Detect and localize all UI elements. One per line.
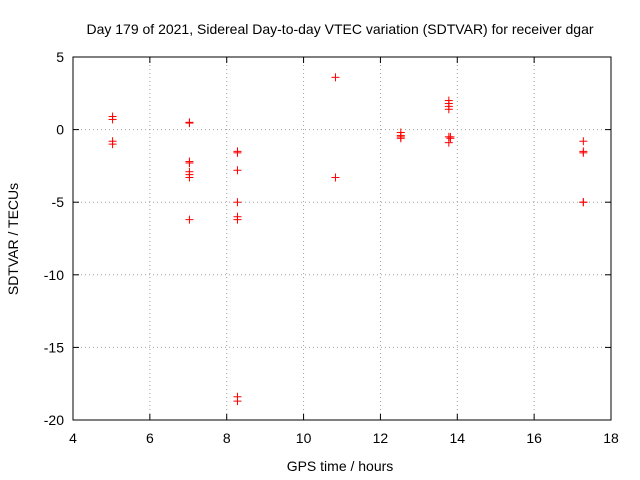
y-tick-label: -20 bbox=[44, 412, 64, 428]
y-tick-label: 0 bbox=[56, 122, 64, 138]
data-point bbox=[108, 140, 117, 149]
x-tick-label: 8 bbox=[223, 430, 231, 446]
y-tick-label: -15 bbox=[44, 339, 64, 355]
grid-lines bbox=[73, 57, 611, 420]
x-tick-label: 6 bbox=[146, 430, 154, 446]
data-point bbox=[233, 148, 242, 157]
data-point bbox=[233, 166, 242, 175]
data-point bbox=[396, 134, 405, 143]
x-tick-label: 12 bbox=[373, 430, 389, 446]
x-tick-label: 10 bbox=[296, 430, 312, 446]
chart-title: Day 179 of 2021, Sidereal Day-to-day VTE… bbox=[86, 21, 593, 37]
data-point bbox=[233, 215, 242, 224]
data-point bbox=[331, 73, 340, 82]
data-point bbox=[185, 158, 194, 167]
data-point bbox=[446, 134, 455, 143]
data-point bbox=[185, 173, 194, 182]
x-tick-label: 18 bbox=[603, 430, 619, 446]
axis-ticks: 4 6 8 10 12 14 16 18 5 0 -5 -10 -15 -20 bbox=[44, 49, 619, 446]
y-tick-label: -10 bbox=[44, 267, 64, 283]
data-point bbox=[185, 119, 194, 128]
data-point bbox=[233, 198, 242, 207]
x-tick-label: 16 bbox=[526, 430, 542, 446]
x-axis-label: GPS time / hours bbox=[287, 458, 394, 474]
data-point bbox=[331, 173, 340, 182]
data-point bbox=[233, 397, 242, 406]
y-tick-label: -5 bbox=[52, 194, 65, 210]
data-point bbox=[444, 105, 453, 114]
plot-frame bbox=[72, 56, 612, 421]
y-axis-label: SDTVAR / TECUs bbox=[5, 183, 21, 295]
data-point bbox=[108, 115, 117, 124]
x-tick-label: 4 bbox=[69, 430, 77, 446]
data-point bbox=[579, 148, 588, 157]
x-tick-label: 14 bbox=[449, 430, 465, 446]
data-point bbox=[579, 137, 588, 146]
data-point bbox=[185, 215, 194, 224]
data-points bbox=[108, 73, 588, 406]
data-point bbox=[579, 198, 588, 207]
data-point bbox=[444, 138, 453, 147]
y-tick-label: 5 bbox=[56, 49, 64, 65]
